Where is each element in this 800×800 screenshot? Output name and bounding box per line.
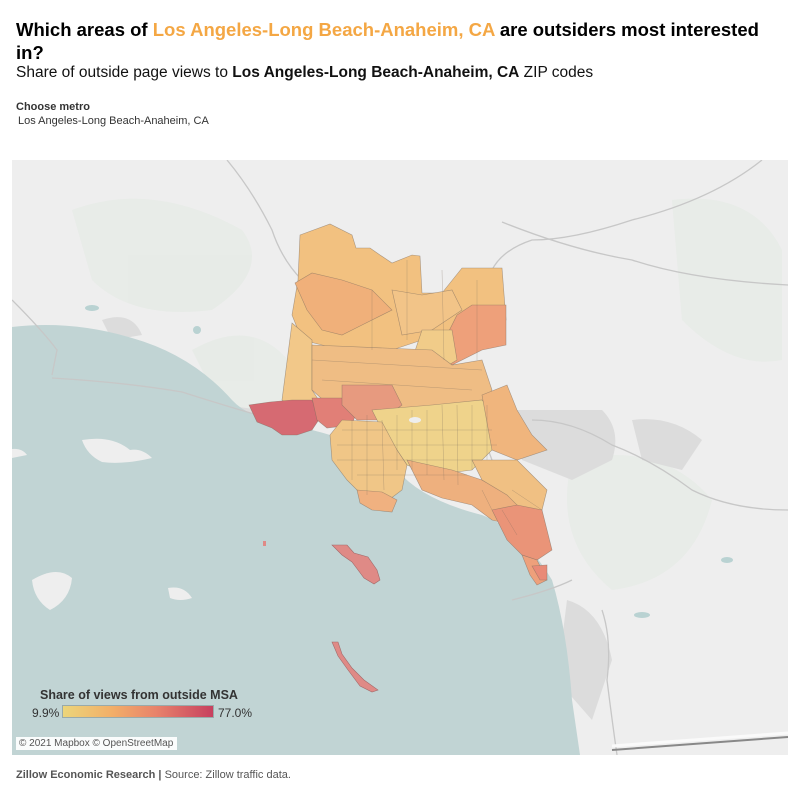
map-attribution-link[interactable]: © 2021 Mapbox © OpenStreetMap [16, 737, 178, 750]
map-canvas[interactable] [12, 160, 788, 755]
reservoir [409, 417, 421, 423]
santa-barbara-island[interactable] [263, 541, 266, 546]
legend-gradient-bar [62, 705, 214, 718]
metro-filter-label: Choose metro [16, 101, 90, 113]
lakes [85, 305, 733, 618]
chart-title: Which areas of Los Angeles-Long Beach-An… [16, 18, 791, 64]
title-metro-highlight: Los Angeles-Long Beach-Anaheim, CA [152, 19, 495, 40]
footer: Zillow Economic Research | Source: Zillo… [16, 769, 291, 781]
santa-catalina-island[interactable] [331, 544, 381, 585]
legend-max-label: 77.0% [218, 706, 253, 720]
subtitle-prefix: Share of outside page views to [16, 64, 233, 81]
footer-separator: | [155, 769, 165, 781]
title-prefix: Which areas of [16, 19, 153, 40]
legend-title: Share of views from outside MSA [40, 688, 238, 702]
pacific-ocean [12, 325, 580, 755]
footer-source: Source: Zillow traffic data. [164, 769, 291, 781]
subtitle-metro: Los Angeles-Long Beach-Anaheim, CA [232, 64, 520, 81]
choropleth-map[interactable]: Share of views from outside MSA 9.9% 77.… [12, 160, 788, 755]
legend-min-label: 9.9% [32, 706, 60, 720]
border-highway [611, 736, 788, 751]
footer-org: Zillow Economic Research [16, 769, 156, 781]
subtitle-suffix: ZIP codes [519, 64, 594, 81]
metro-filter-dropdown[interactable]: Los Angeles-Long Beach-Anaheim, CA [18, 115, 209, 127]
metro-zip-regions[interactable] [248, 223, 553, 586]
chart-subtitle: Share of outside page views to Los Angel… [16, 64, 593, 82]
channel-islands-outside [12, 438, 192, 610]
san-clemente-island[interactable] [331, 641, 379, 693]
zip-boundaries [311, 260, 543, 536]
title-suffix: are outsiders most interested in? [16, 19, 759, 63]
